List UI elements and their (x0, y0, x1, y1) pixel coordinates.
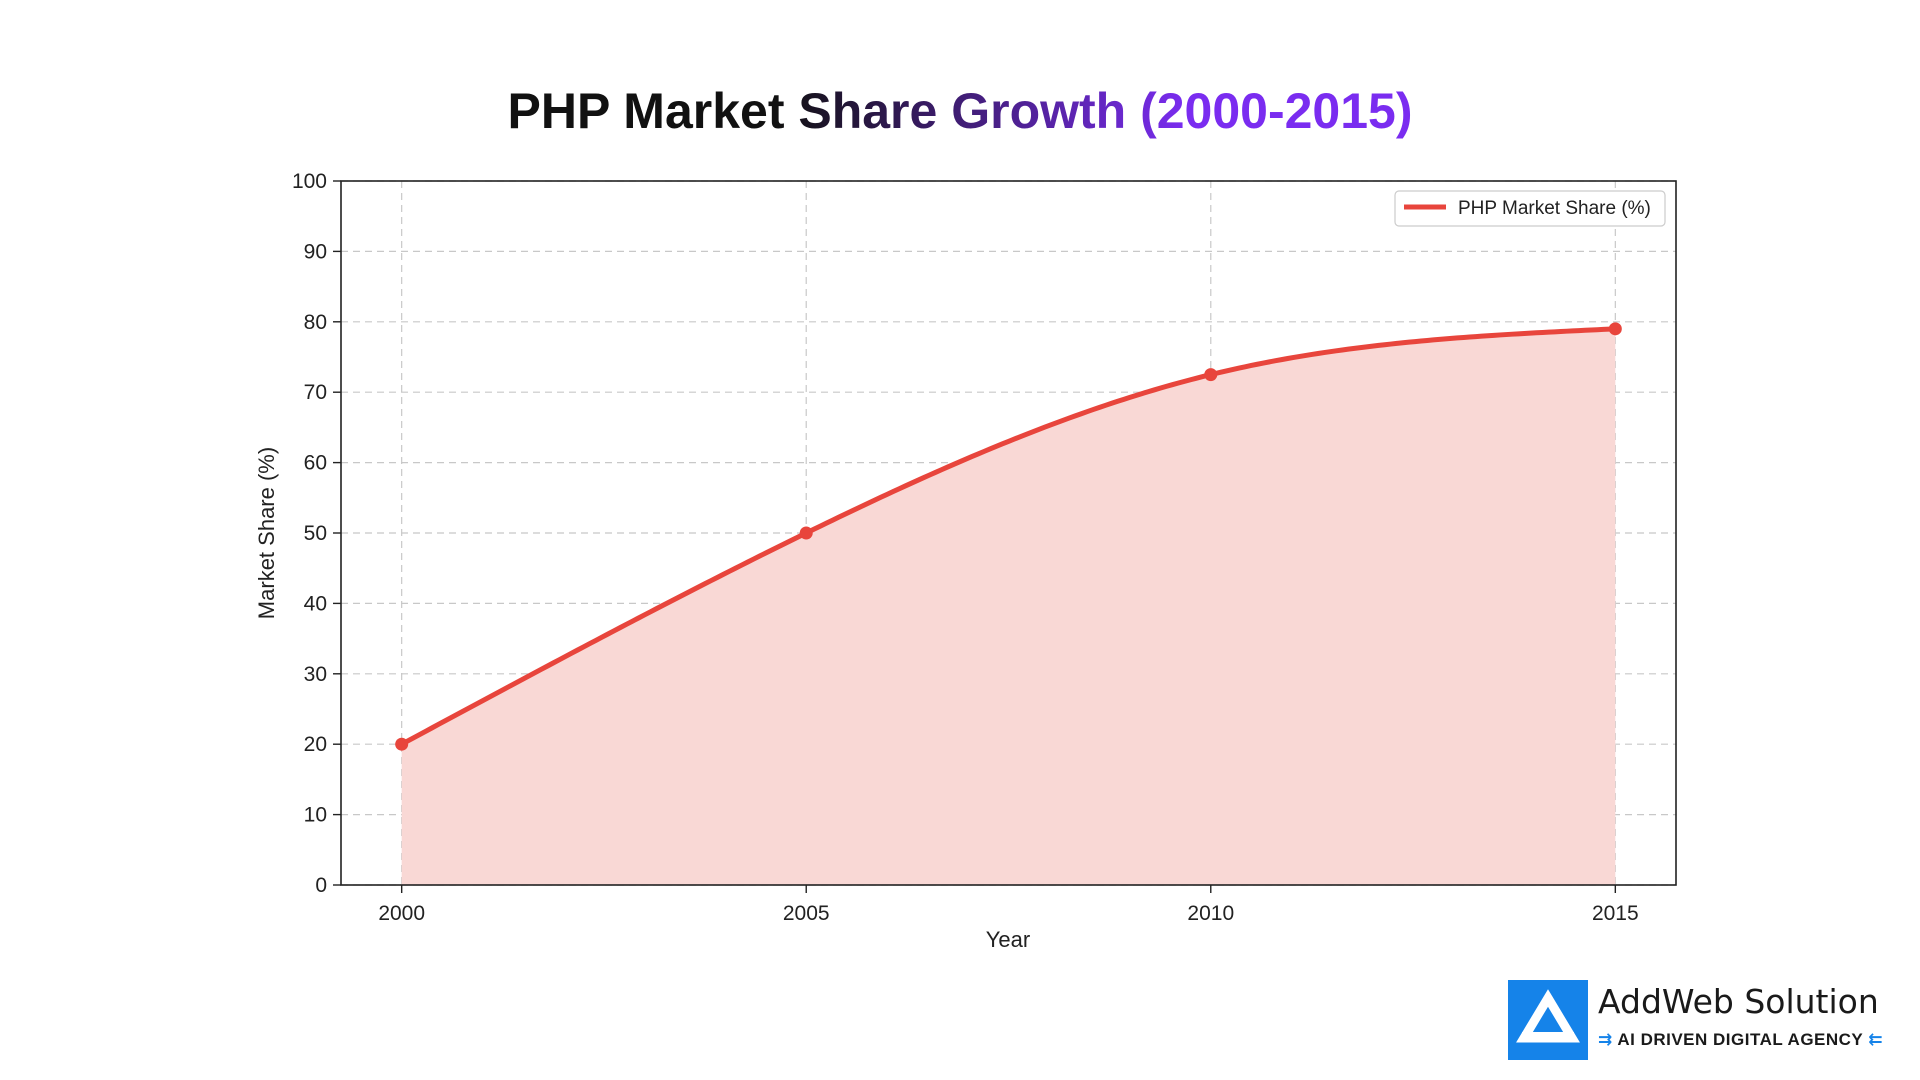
x-tick-label: 2005 (783, 902, 830, 925)
y-tick-label: 10 (304, 804, 327, 827)
y-tick-label: 30 (304, 663, 327, 686)
y-tick-label: 50 (304, 522, 327, 545)
y-tick-label: 0 (315, 874, 327, 897)
data-point (799, 526, 813, 540)
legend-box (1394, 190, 1666, 227)
y-axis-label: Market Share (%) (254, 447, 279, 619)
brand-name: AddWeb Solution (1598, 982, 1879, 1021)
brand-tagline: ⇉ AI DRIVEN DIGITAL AGENCY ⇇ (1598, 1030, 1883, 1050)
x-axis: 2000 2005 2010 2015 (378, 885, 1639, 925)
y-tick-label: 20 (304, 733, 327, 756)
data-point (1608, 322, 1622, 336)
x-tick-label: 2010 (1187, 902, 1234, 925)
y-tick-label: 40 (304, 592, 327, 615)
y-tick-label: 80 (304, 311, 327, 334)
legend: PHP Market Share (%) (1394, 190, 1666, 227)
y-tick-label: 100 (292, 170, 327, 193)
y-axis: 0 10 20 30 40 50 60 70 80 90 100 (292, 170, 341, 897)
series-line (399, 326, 1618, 747)
brand-tagline-text: AI DRIVEN DIGITAL AGENCY (1617, 1030, 1863, 1049)
data-point (1204, 368, 1218, 382)
y-tick-label: 90 (304, 240, 327, 263)
x-tick-label: 2015 (1592, 902, 1639, 925)
tagline-left-arrows-icon: ⇉ (1598, 1030, 1613, 1049)
addweb-logo-icon (1508, 980, 1588, 1060)
data-point (395, 737, 409, 751)
tagline-right-arrows-icon: ⇇ (1868, 1030, 1883, 1049)
data-points (395, 322, 1622, 751)
y-tick-label: 70 (304, 381, 327, 404)
series-area-fill (401, 328, 1616, 885)
y-tick-label: 60 (304, 452, 327, 475)
brand-watermark: AddWeb Solution ⇉ AI DRIVEN DIGITAL AGEN… (1508, 980, 1908, 1062)
legend-label: PHP Market Share (%) (1458, 198, 1651, 219)
x-axis-label: Year (986, 927, 1030, 952)
chart-title: PHP Market Share Growth (2000-2015) (507, 83, 1413, 139)
x-tick-label: 2000 (378, 902, 425, 925)
